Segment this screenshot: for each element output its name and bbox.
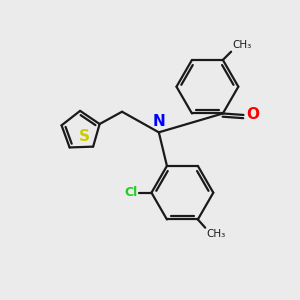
- Text: CH₃: CH₃: [232, 40, 251, 50]
- Text: O: O: [246, 107, 259, 122]
- Text: Cl: Cl: [124, 186, 138, 199]
- Text: CH₃: CH₃: [206, 229, 226, 239]
- Text: N: N: [152, 114, 165, 129]
- Text: S: S: [79, 129, 90, 144]
